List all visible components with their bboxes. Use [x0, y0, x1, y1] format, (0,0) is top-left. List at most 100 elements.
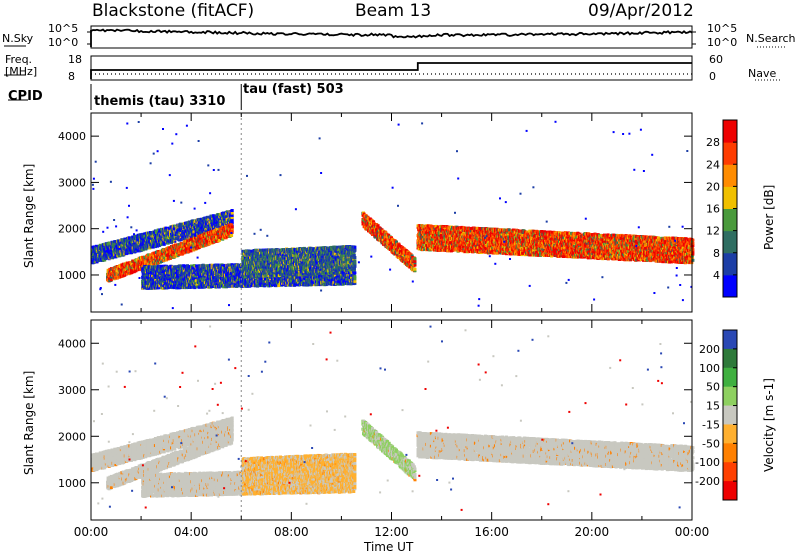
- data-cell: [226, 212, 230, 216]
- data-cell: [124, 268, 128, 272]
- data-cell: [225, 217, 229, 221]
- data-cell: [213, 239, 217, 243]
- power-panel: [90, 112, 738, 313]
- data-cell: [131, 268, 135, 272]
- data-cell: [191, 246, 195, 250]
- data-cell: [99, 250, 103, 254]
- data-cell: [217, 263, 221, 267]
- data-cell: [205, 222, 209, 226]
- data-cell: [177, 238, 181, 242]
- data-cell: [192, 264, 196, 268]
- data-cell: [163, 286, 167, 290]
- data-cell: [111, 240, 115, 244]
- data-cell: [218, 279, 222, 283]
- data-cell: [232, 270, 236, 274]
- data-cell: [222, 285, 226, 289]
- data-cell: [167, 238, 171, 242]
- data-cell: [141, 245, 145, 249]
- data-cell: [225, 213, 229, 217]
- data-cell: [173, 224, 177, 228]
- data-cell: [230, 225, 234, 229]
- data-cell: [205, 218, 209, 222]
- data-cell: [143, 255, 147, 259]
- data-cell: [225, 220, 229, 223]
- data-cell: [110, 269, 114, 273]
- data-cell: [168, 247, 172, 251]
- data-cell: [202, 269, 206, 272]
- data-cell: [165, 235, 169, 239]
- data-cell: [182, 264, 186, 268]
- data-cell: [224, 231, 228, 235]
- data-cell: [144, 259, 148, 263]
- data-cell: [230, 220, 234, 224]
- data-cell: [142, 232, 146, 236]
- data-cell: [202, 244, 206, 248]
- data-cell: [130, 251, 133, 255]
- data-cell: [132, 239, 136, 243]
- data-cell: [160, 228, 164, 231]
- data-cell: [140, 240, 144, 244]
- data-cell: [131, 250, 135, 254]
- data-cell: [162, 280, 166, 284]
- data-cell: [179, 231, 183, 235]
- data-cell: [112, 248, 116, 252]
- data-cell: [114, 255, 118, 259]
- data-cell: [120, 266, 124, 270]
- data-cell: [193, 223, 197, 227]
- data-cell: [153, 280, 157, 284]
- data-cell: [178, 277, 182, 281]
- data-cell: [162, 242, 166, 246]
- data-cell: [172, 227, 176, 231]
- data-cell: [128, 248, 132, 252]
- data-cell: [171, 234, 175, 238]
- data-cell: [164, 226, 168, 230]
- data-cell: [202, 285, 206, 289]
- data-cell: [217, 238, 221, 242]
- freq-panel: [4, 55, 780, 110]
- data-cell: [230, 234, 234, 237]
- data-cell: [230, 216, 234, 220]
- data-cell: [146, 242, 150, 246]
- noise-sky-line: [90, 28, 693, 47]
- data-cell: [151, 274, 155, 278]
- data-cell: [133, 243, 137, 247]
- data-cell: [104, 257, 108, 260]
- data-cell: [212, 277, 216, 281]
- data-cell: [142, 286, 146, 290]
- data-cell: [216, 228, 220, 232]
- data-cell: [144, 266, 148, 269]
- noise-panel: [4, 25, 787, 49]
- data-cell: [198, 264, 202, 268]
- data-cell: [180, 273, 183, 277]
- data-cell: [230, 223, 234, 227]
- data-cell: [193, 277, 197, 280]
- data-cell: [165, 255, 168, 259]
- data-cell: [108, 267, 112, 271]
- data-cell: [160, 260, 163, 263]
- data-cell: [156, 228, 160, 232]
- data-cell: [230, 211, 234, 215]
- data-cell: [133, 241, 137, 245]
- data-cell: [161, 252, 165, 256]
- data-cell: [109, 275, 113, 279]
- data-cell: [118, 254, 122, 258]
- data-cell: [195, 264, 199, 268]
- data-cell: [160, 265, 164, 269]
- data-cell: [129, 260, 133, 264]
- data-cell: [91, 259, 94, 263]
- data-cell: [116, 269, 119, 273]
- data-cell: [226, 232, 230, 236]
- data-cell: [203, 232, 207, 236]
- data-cell: [206, 264, 210, 268]
- data-cell: [131, 262, 135, 265]
- data-cell: [180, 223, 183, 227]
- data-cell: [207, 218, 211, 222]
- data-cell: [193, 282, 197, 286]
- data-cell: [138, 263, 142, 266]
- data-cell: [225, 210, 229, 214]
- data-cell: [145, 273, 148, 277]
- data-cell: [236, 284, 240, 288]
- data-cell: [211, 285, 215, 288]
- data-cell: [173, 235, 177, 239]
- data-cell: [175, 237, 178, 241]
